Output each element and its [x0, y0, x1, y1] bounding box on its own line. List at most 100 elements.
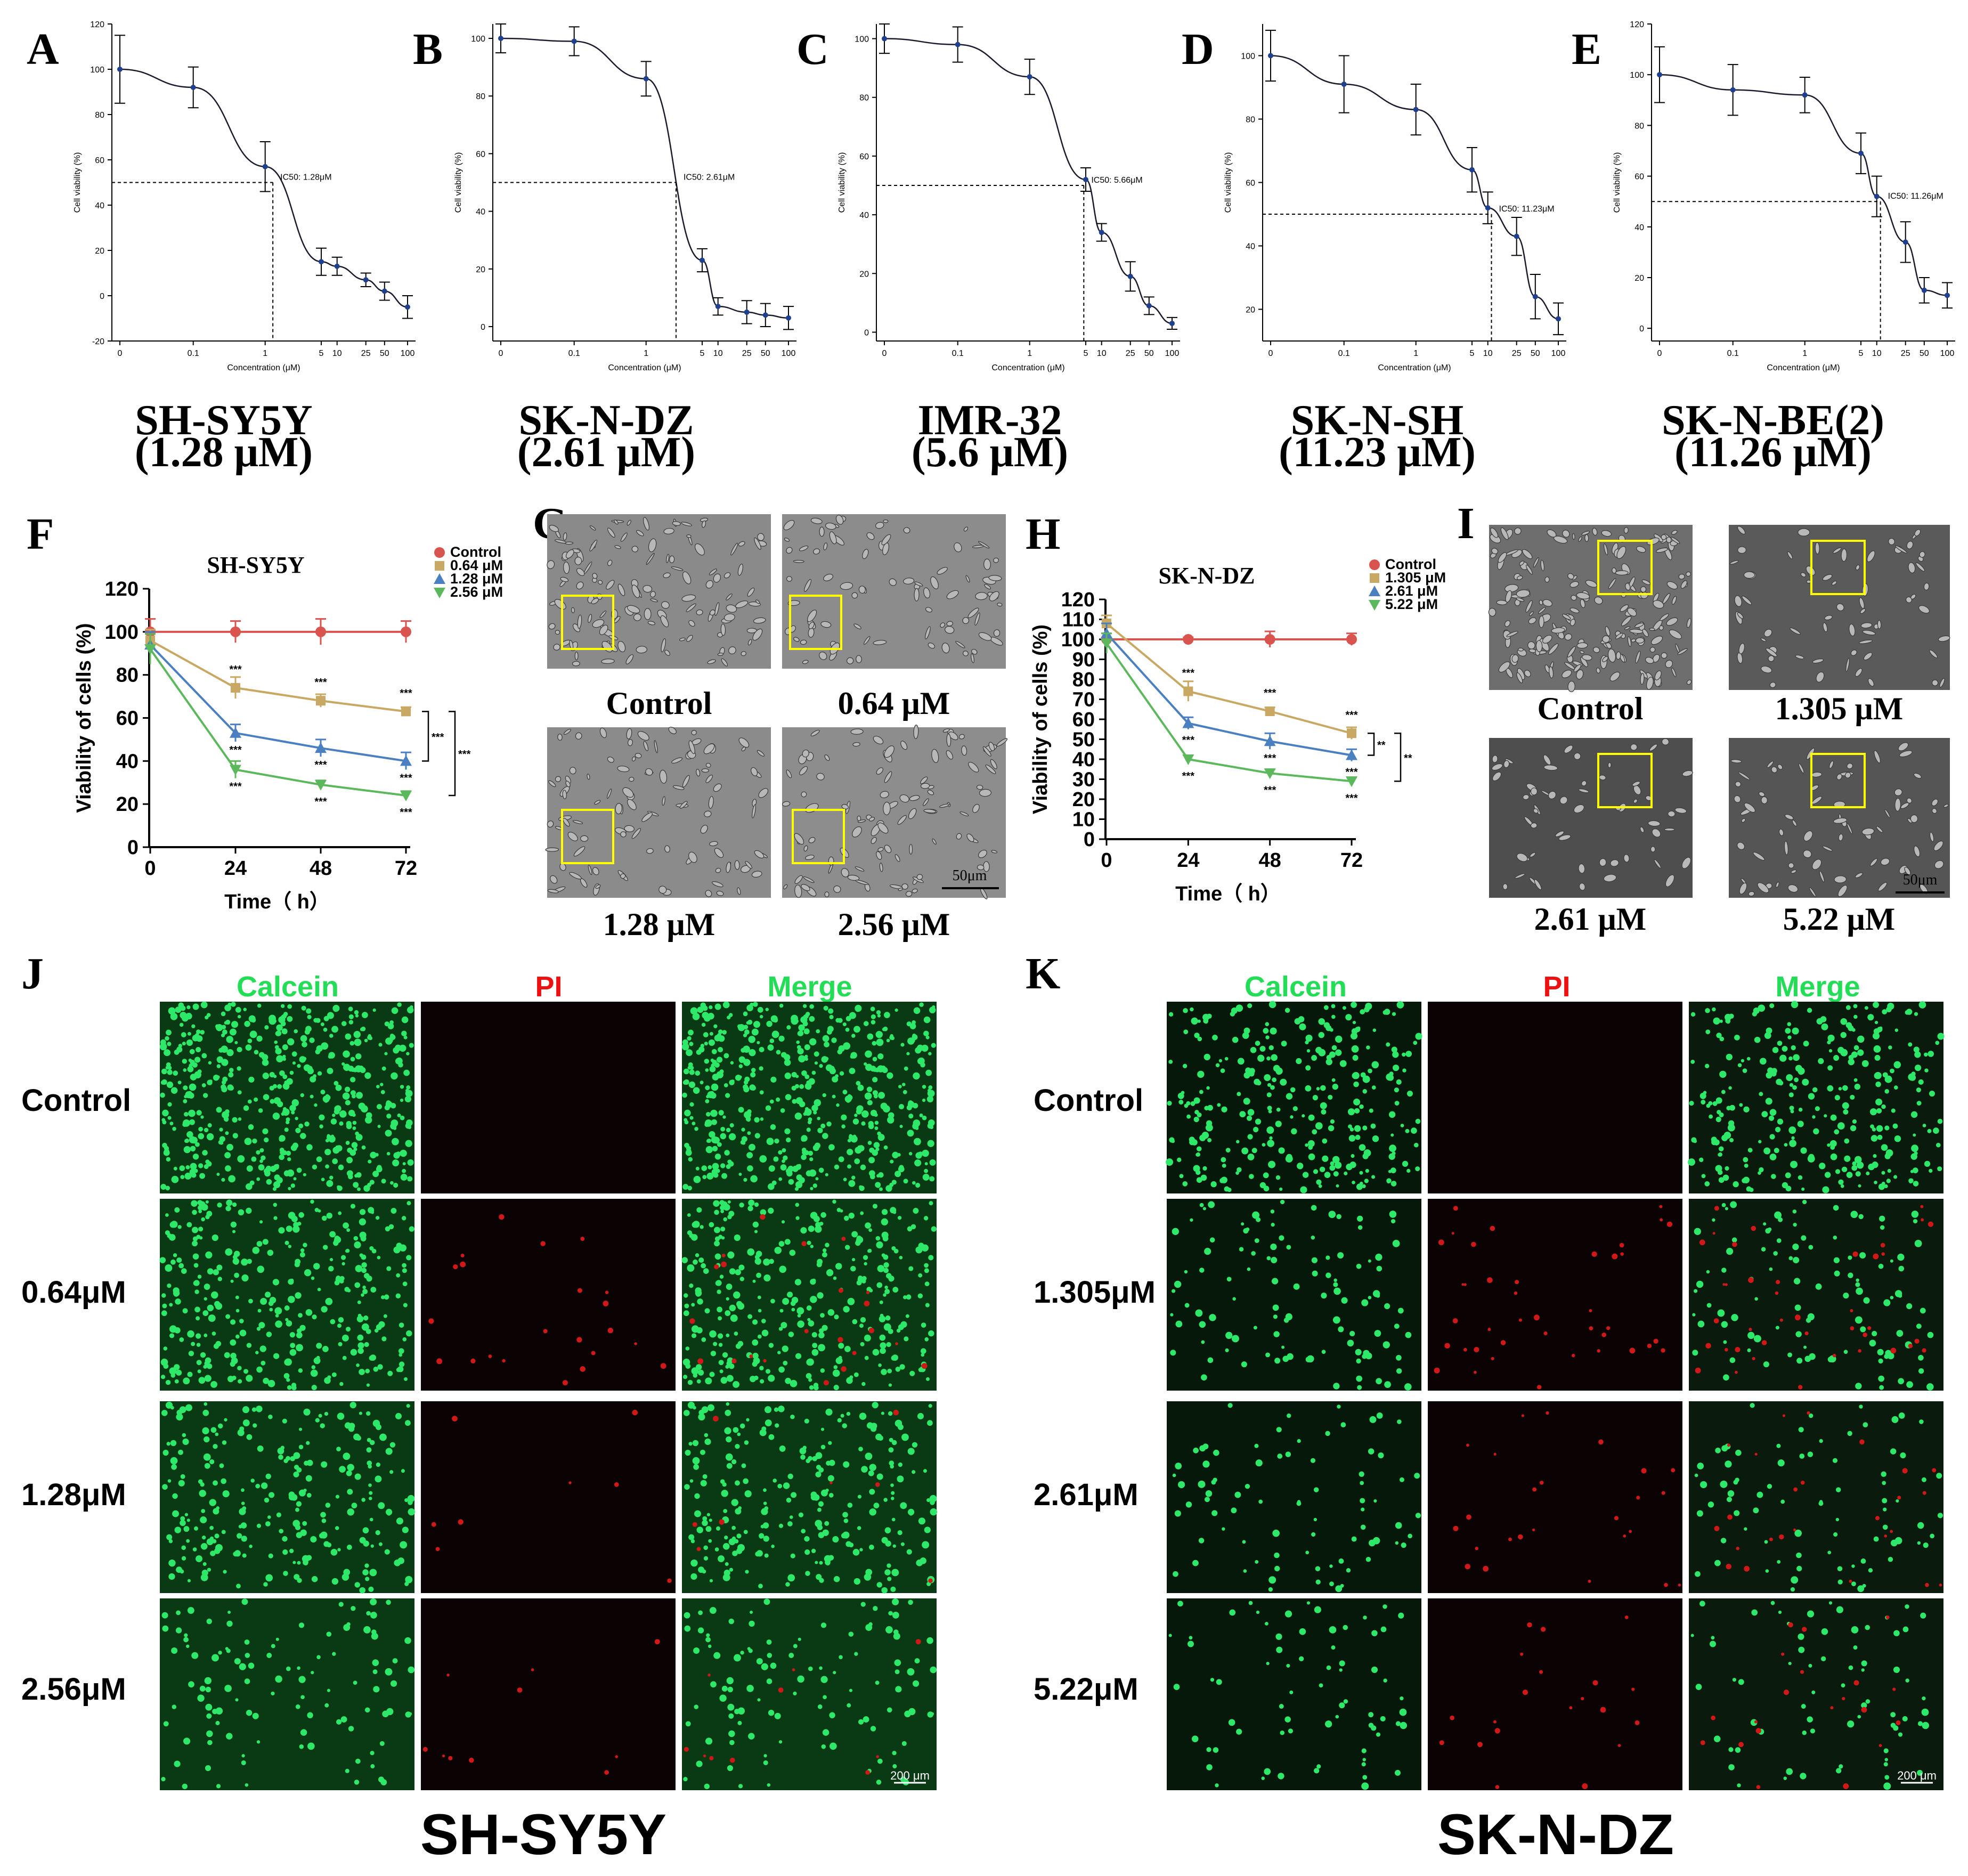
merge-green-cell — [842, 1022, 847, 1027]
merge-green-cell — [861, 1382, 866, 1386]
merge-green-cell — [875, 1147, 880, 1151]
significance-marker: *** — [400, 772, 412, 784]
merge-green-cell — [859, 1548, 863, 1552]
calcein-cell — [241, 1598, 248, 1605]
cell-shape — [555, 630, 560, 635]
cell-shape — [1815, 542, 1820, 555]
merge-green-cell — [828, 1441, 832, 1445]
calcein-cell — [1195, 1309, 1203, 1317]
merge-green-cell — [790, 1168, 793, 1172]
merge-green-cell — [759, 1066, 763, 1071]
calcein-cell — [1275, 1175, 1281, 1180]
y-tick-label: 120 — [1630, 20, 1644, 29]
merge-green-cell — [720, 1479, 725, 1484]
calcein-cell — [311, 1384, 317, 1391]
merge-green-cell — [906, 1294, 912, 1300]
calcein-cell — [1384, 1303, 1390, 1310]
merge-green-cell — [900, 1043, 905, 1047]
x-tick-label: 24 — [1177, 849, 1199, 872]
calcein-cell — [313, 1018, 319, 1023]
merge-green-cell — [735, 1444, 740, 1449]
merge-green-cell — [1792, 1027, 1799, 1035]
calcein-cell — [1335, 1035, 1343, 1043]
x-tick-label: 25 — [1126, 349, 1135, 358]
calcein-cell — [306, 1492, 312, 1498]
calcein-cell — [215, 1432, 219, 1436]
cell-shape — [1816, 671, 1825, 683]
merge-green-cell — [722, 1115, 726, 1119]
fluor-tile-merge-row3 — [682, 1598, 937, 1790]
cell-shape — [636, 646, 648, 654]
merge-green-cell — [687, 1230, 692, 1236]
merge-green-cell — [759, 1366, 764, 1370]
calcein-cell — [202, 1310, 209, 1316]
cell-shape — [755, 599, 760, 604]
merge-green-cell — [794, 1187, 799, 1191]
panel-letter-I: I — [1457, 499, 1475, 548]
panel-letter-D: D — [1182, 25, 1214, 74]
merge-green-cell — [883, 1012, 890, 1018]
pi-cell — [1515, 1280, 1519, 1285]
merge-green-cell — [888, 1383, 892, 1387]
calcein-cell — [1389, 1211, 1397, 1218]
x-tick-label: 25 — [1901, 349, 1910, 358]
merge-green-cell — [868, 1123, 874, 1130]
cell-shape — [959, 811, 969, 817]
cell-shape — [1514, 527, 1522, 535]
cell-shape — [1578, 536, 1582, 542]
calcein-cell — [206, 1618, 212, 1625]
calcein-cell — [212, 1234, 218, 1241]
calcein-cell — [1393, 1065, 1400, 1071]
calcein-cell — [263, 1377, 270, 1384]
calcein-cell — [1375, 1253, 1383, 1261]
legend-entry: 0.64 μM — [450, 557, 503, 573]
cell-shape — [1738, 771, 1751, 781]
calcein-cell — [366, 1383, 370, 1387]
calcein-cell — [387, 1023, 394, 1029]
merge-green-cell — [1731, 1237, 1737, 1243]
cell-shape — [624, 825, 635, 832]
calcein-cell — [370, 1354, 376, 1361]
merge-green-cell — [843, 1215, 849, 1221]
merge-green-cell — [1872, 1330, 1877, 1337]
merge-green-cell — [1830, 1114, 1837, 1121]
merge-red-cell — [1881, 1252, 1885, 1256]
merge-green-cell — [782, 1298, 790, 1305]
merge-green-cell — [820, 1313, 825, 1318]
calcein-cell — [327, 1012, 334, 1019]
merge-green-cell — [763, 1754, 767, 1758]
cell-shape — [1542, 599, 1552, 607]
merge-green-cell — [1743, 1176, 1750, 1183]
cell-shape — [565, 781, 571, 787]
calcein-cell — [1243, 1098, 1250, 1105]
merge-green-cell — [1913, 1219, 1918, 1224]
merge-green-cell — [845, 1541, 852, 1547]
calcein-cell — [341, 1021, 347, 1026]
pi-cell — [1606, 1326, 1611, 1330]
calcein-cell — [241, 1274, 249, 1282]
merge-green-cell — [1759, 1167, 1764, 1173]
calcein-cell — [201, 1053, 207, 1059]
calcein-cell — [219, 1136, 225, 1142]
cell-shape — [1616, 651, 1621, 660]
cell-shape — [956, 833, 962, 840]
calcein-cell — [1330, 1161, 1335, 1166]
calcein-cell — [317, 1287, 321, 1292]
merge-green-cell — [1743, 1106, 1750, 1112]
merge-green-cell — [931, 1043, 936, 1048]
calcein-cell — [178, 1480, 185, 1487]
calcein-cell — [192, 1209, 197, 1215]
calcein-cell — [357, 1300, 361, 1304]
merge-green-cell — [1910, 1111, 1918, 1118]
merge-green-cell — [719, 1069, 724, 1074]
merge-red-cell — [1735, 1370, 1738, 1374]
merge-green-cell — [869, 1508, 876, 1516]
calcein-cell — [1368, 1296, 1372, 1300]
merge-green-cell — [820, 1489, 828, 1497]
merge-green-cell — [892, 1287, 899, 1293]
calcein-cell — [237, 1366, 242, 1370]
cell-shape — [1624, 626, 1631, 630]
pi-cell — [1589, 1309, 1592, 1312]
merge-green-cell — [828, 1555, 834, 1561]
merge-green-cell — [733, 1427, 739, 1433]
